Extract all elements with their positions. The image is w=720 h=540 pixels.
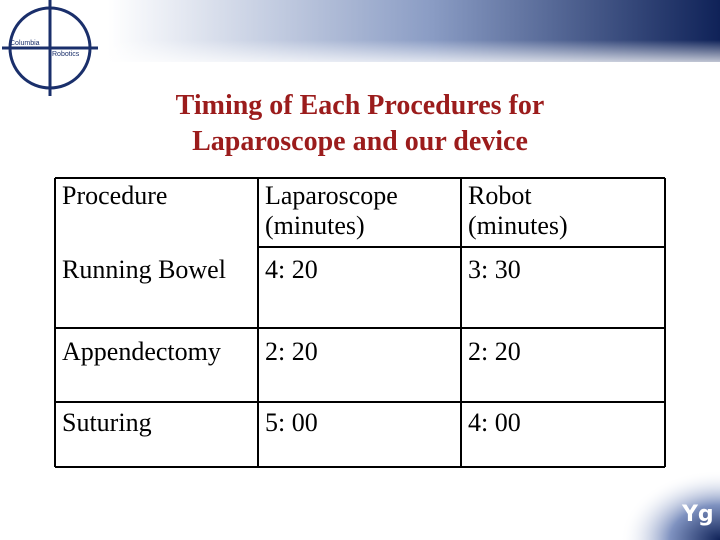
table-borders [54,177,666,468]
table-cell: 5: 00 [265,408,318,437]
table-cell: Running Bowel [62,255,226,284]
corner-logo: Yg [682,502,714,527]
table-cell: 4: 20 [265,255,318,284]
title: Timing of Each Procedures for [175,90,545,121]
logo-text: Columbia [10,40,40,47]
corner-band [620,470,720,540]
header-cell: Procedure [62,181,168,210]
table-cell: 2: 20 [265,337,318,366]
table-cell: Suturing [62,408,152,437]
title: Laparoscope and our device [192,126,528,157]
top-fade [0,40,720,70]
header-cell: Robot (minutes) [468,181,568,240]
table-cell: Appendectomy [62,337,221,366]
table-cell: 4: 00 [468,408,521,437]
table-cell: 3: 30 [468,255,521,284]
table-cell: 2: 20 [468,337,521,366]
logo-text: Robotics [52,51,80,58]
header-cell: Laparoscope (minutes) [265,181,398,240]
